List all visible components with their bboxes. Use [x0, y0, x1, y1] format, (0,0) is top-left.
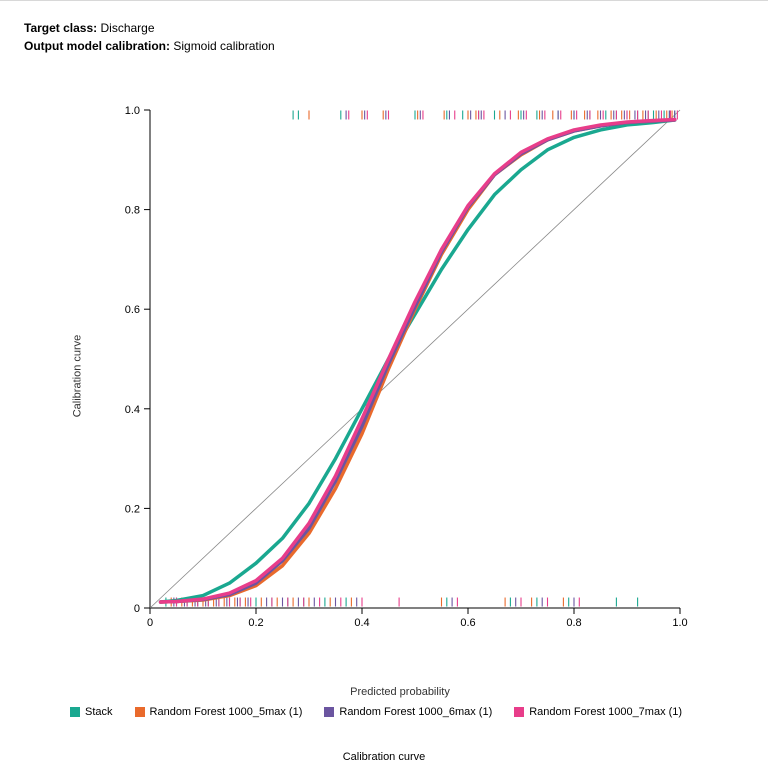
chart-svg: 0 0.2 0.4 0.6 0.8 1.0 0 0.2 0.4 0.6 0.8 1.0: [90, 96, 710, 656]
legend-label: Stack: [85, 706, 113, 718]
svg-text:0.8: 0.8: [566, 617, 581, 629]
legend-item: Stack: [70, 706, 113, 718]
y-axis-label: Calibration curve: [71, 335, 83, 418]
svg-text:0.2: 0.2: [248, 617, 263, 629]
target-class-label: Target class:: [24, 21, 97, 35]
legend-swatch: [70, 707, 80, 717]
calibration-panel: { "meta": { "target_class_label": "Targe…: [0, 0, 768, 776]
svg-text:0.2: 0.2: [125, 503, 140, 515]
x-axis-label: Predicted probability: [90, 686, 710, 698]
legend-swatch: [324, 707, 334, 717]
svg-text:1.0: 1.0: [672, 617, 687, 629]
calibration-chart: Calibration curve 00.20.40.60.81.000.20.…: [90, 96, 710, 656]
svg-text:0.6: 0.6: [125, 304, 140, 316]
svg-text:0: 0: [134, 603, 140, 615]
svg-text:0: 0: [147, 617, 153, 629]
svg-text:0.6: 0.6: [460, 617, 475, 629]
legend-label: Random Forest 1000_6max (1): [339, 706, 492, 718]
legend-item: Random Forest 1000_6max (1): [324, 706, 492, 718]
calibration-value: Sigmoid calibration: [173, 39, 274, 53]
legend-label: Random Forest 1000_7max (1): [529, 706, 682, 718]
legend-swatch: [135, 707, 145, 717]
legend-item: Random Forest 1000_7max (1): [514, 706, 682, 718]
svg-text:0.4: 0.4: [354, 617, 369, 629]
legend-item: Random Forest 1000_5max (1): [135, 706, 303, 718]
chart-caption: Calibration curve: [0, 751, 768, 763]
chart-meta: Target class: Discharge Output model cal…: [0, 19, 768, 55]
legend-label: Random Forest 1000_5max (1): [150, 706, 303, 718]
svg-text:0.8: 0.8: [125, 205, 140, 217]
chart-legend: Stack Random Forest 1000_5max (1) Random F…: [70, 706, 710, 718]
calibration-label: Output model calibration:: [24, 39, 170, 53]
svg-text:0.4: 0.4: [125, 404, 140, 416]
target-class-value: Discharge: [101, 21, 155, 35]
legend-swatch: [514, 707, 524, 717]
svg-text:1.0: 1.0: [125, 105, 140, 117]
